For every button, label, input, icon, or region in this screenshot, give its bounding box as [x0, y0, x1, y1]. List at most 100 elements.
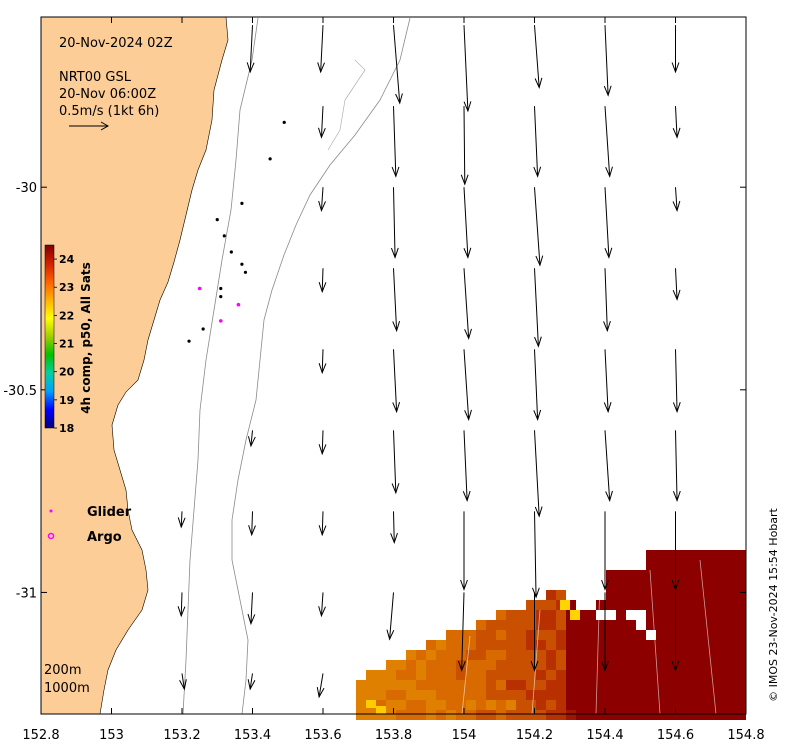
sst-cell	[686, 710, 696, 720]
velocity-arrow	[672, 187, 681, 213]
sst-cell	[716, 640, 726, 650]
sst-cell	[586, 690, 596, 700]
sst-cell	[556, 700, 566, 710]
arrow-head	[318, 363, 327, 375]
sst-cell	[736, 660, 746, 670]
sst-cell	[546, 640, 556, 650]
sst-cell	[526, 690, 536, 700]
sst-cell	[706, 680, 716, 690]
arrow-head	[318, 127, 326, 139]
sst-cell	[706, 710, 716, 720]
sst-cell	[726, 550, 736, 560]
velocity-arrow	[318, 187, 326, 213]
sst-cell	[456, 700, 466, 710]
arrow-head	[534, 336, 542, 348]
sst-cell	[586, 680, 596, 690]
sst-cell	[696, 660, 706, 670]
sst-cell	[456, 660, 466, 670]
sst-cell	[716, 680, 726, 690]
velocity-vectors	[177, 25, 681, 699]
sst-cell	[626, 580, 636, 590]
velocity-arrow	[318, 349, 327, 375]
sst-cell	[606, 690, 616, 700]
sst-cell	[696, 640, 706, 650]
sst-cell	[656, 630, 666, 640]
sst-cell	[726, 600, 736, 610]
arrow-head	[392, 401, 401, 414]
sst-cell	[656, 640, 666, 650]
sst-cell	[636, 590, 646, 600]
arrow-head	[533, 409, 542, 421]
x-tick-label: 154.8	[727, 728, 764, 743]
sst-cell	[666, 550, 676, 560]
velocity-arrow	[392, 268, 401, 333]
sst-cell	[716, 590, 726, 600]
sst-cell	[546, 590, 556, 600]
sst-cell	[576, 700, 586, 710]
sst-cell	[646, 650, 656, 660]
sst-cell	[436, 700, 446, 710]
sst-cell	[386, 680, 396, 690]
sst-cell	[706, 670, 716, 680]
sst-cell	[656, 680, 666, 690]
sst-cell	[606, 710, 616, 720]
sst-cell	[596, 600, 606, 610]
sst-cell	[396, 710, 406, 720]
velocity-arrow	[460, 106, 469, 186]
sst-cell	[616, 650, 626, 660]
velocity-arrow	[318, 106, 326, 139]
sst-cell	[566, 670, 576, 680]
arrow-shaft	[321, 430, 324, 454]
arrow-shaft	[675, 106, 678, 138]
arrow-head	[605, 166, 613, 178]
sst-cell	[666, 630, 676, 640]
glider-point	[268, 157, 272, 161]
sst-cell	[626, 690, 636, 700]
sst-cell	[696, 550, 706, 560]
sst-cell	[736, 700, 746, 710]
sst-cell	[586, 670, 596, 680]
sst-cell	[546, 690, 556, 700]
sst-cell	[466, 690, 476, 700]
velocity-arrow	[247, 673, 256, 691]
sst-cell	[486, 660, 496, 670]
sst-cell	[686, 670, 696, 680]
velocity-arrow	[462, 430, 471, 502]
sst-cell	[736, 640, 746, 650]
arrow-head	[318, 525, 327, 537]
arrow-head	[247, 613, 256, 626]
sst-cell	[506, 680, 516, 690]
arrow-shaft	[393, 430, 397, 493]
sst-cell	[736, 710, 746, 720]
velocity-arrow	[603, 25, 612, 97]
arrow-head	[248, 525, 256, 537]
sst-cell	[536, 620, 546, 630]
sst-cell	[656, 600, 666, 610]
velocity-arrow	[534, 268, 542, 348]
sst-cell	[586, 620, 596, 630]
sst-cell	[726, 610, 736, 620]
arrow-shaft	[463, 187, 469, 258]
sst-cell	[696, 710, 706, 720]
sst-cell	[666, 680, 676, 690]
sst-cell	[426, 700, 436, 710]
sst-cell	[570, 610, 580, 620]
arrow-shaft	[249, 673, 253, 690]
arrow-shaft	[534, 349, 539, 420]
x-tick-label: 154.2	[516, 728, 553, 743]
sst-cell	[446, 710, 456, 720]
sst-cell	[416, 670, 426, 680]
sst-cell	[366, 690, 376, 700]
sst-cell	[446, 640, 456, 650]
sst-cell	[646, 550, 656, 560]
arrow-head	[671, 579, 680, 591]
arrow-shaft	[321, 349, 324, 373]
sst-cell	[456, 630, 466, 640]
arrow-head	[672, 289, 681, 301]
velocity-arrow	[386, 592, 395, 641]
velocity-arrow	[393, 25, 403, 105]
glider-point	[282, 120, 286, 124]
sst-cell	[686, 700, 696, 710]
sst-cell	[726, 650, 736, 660]
velocity-arrow	[601, 592, 609, 672]
